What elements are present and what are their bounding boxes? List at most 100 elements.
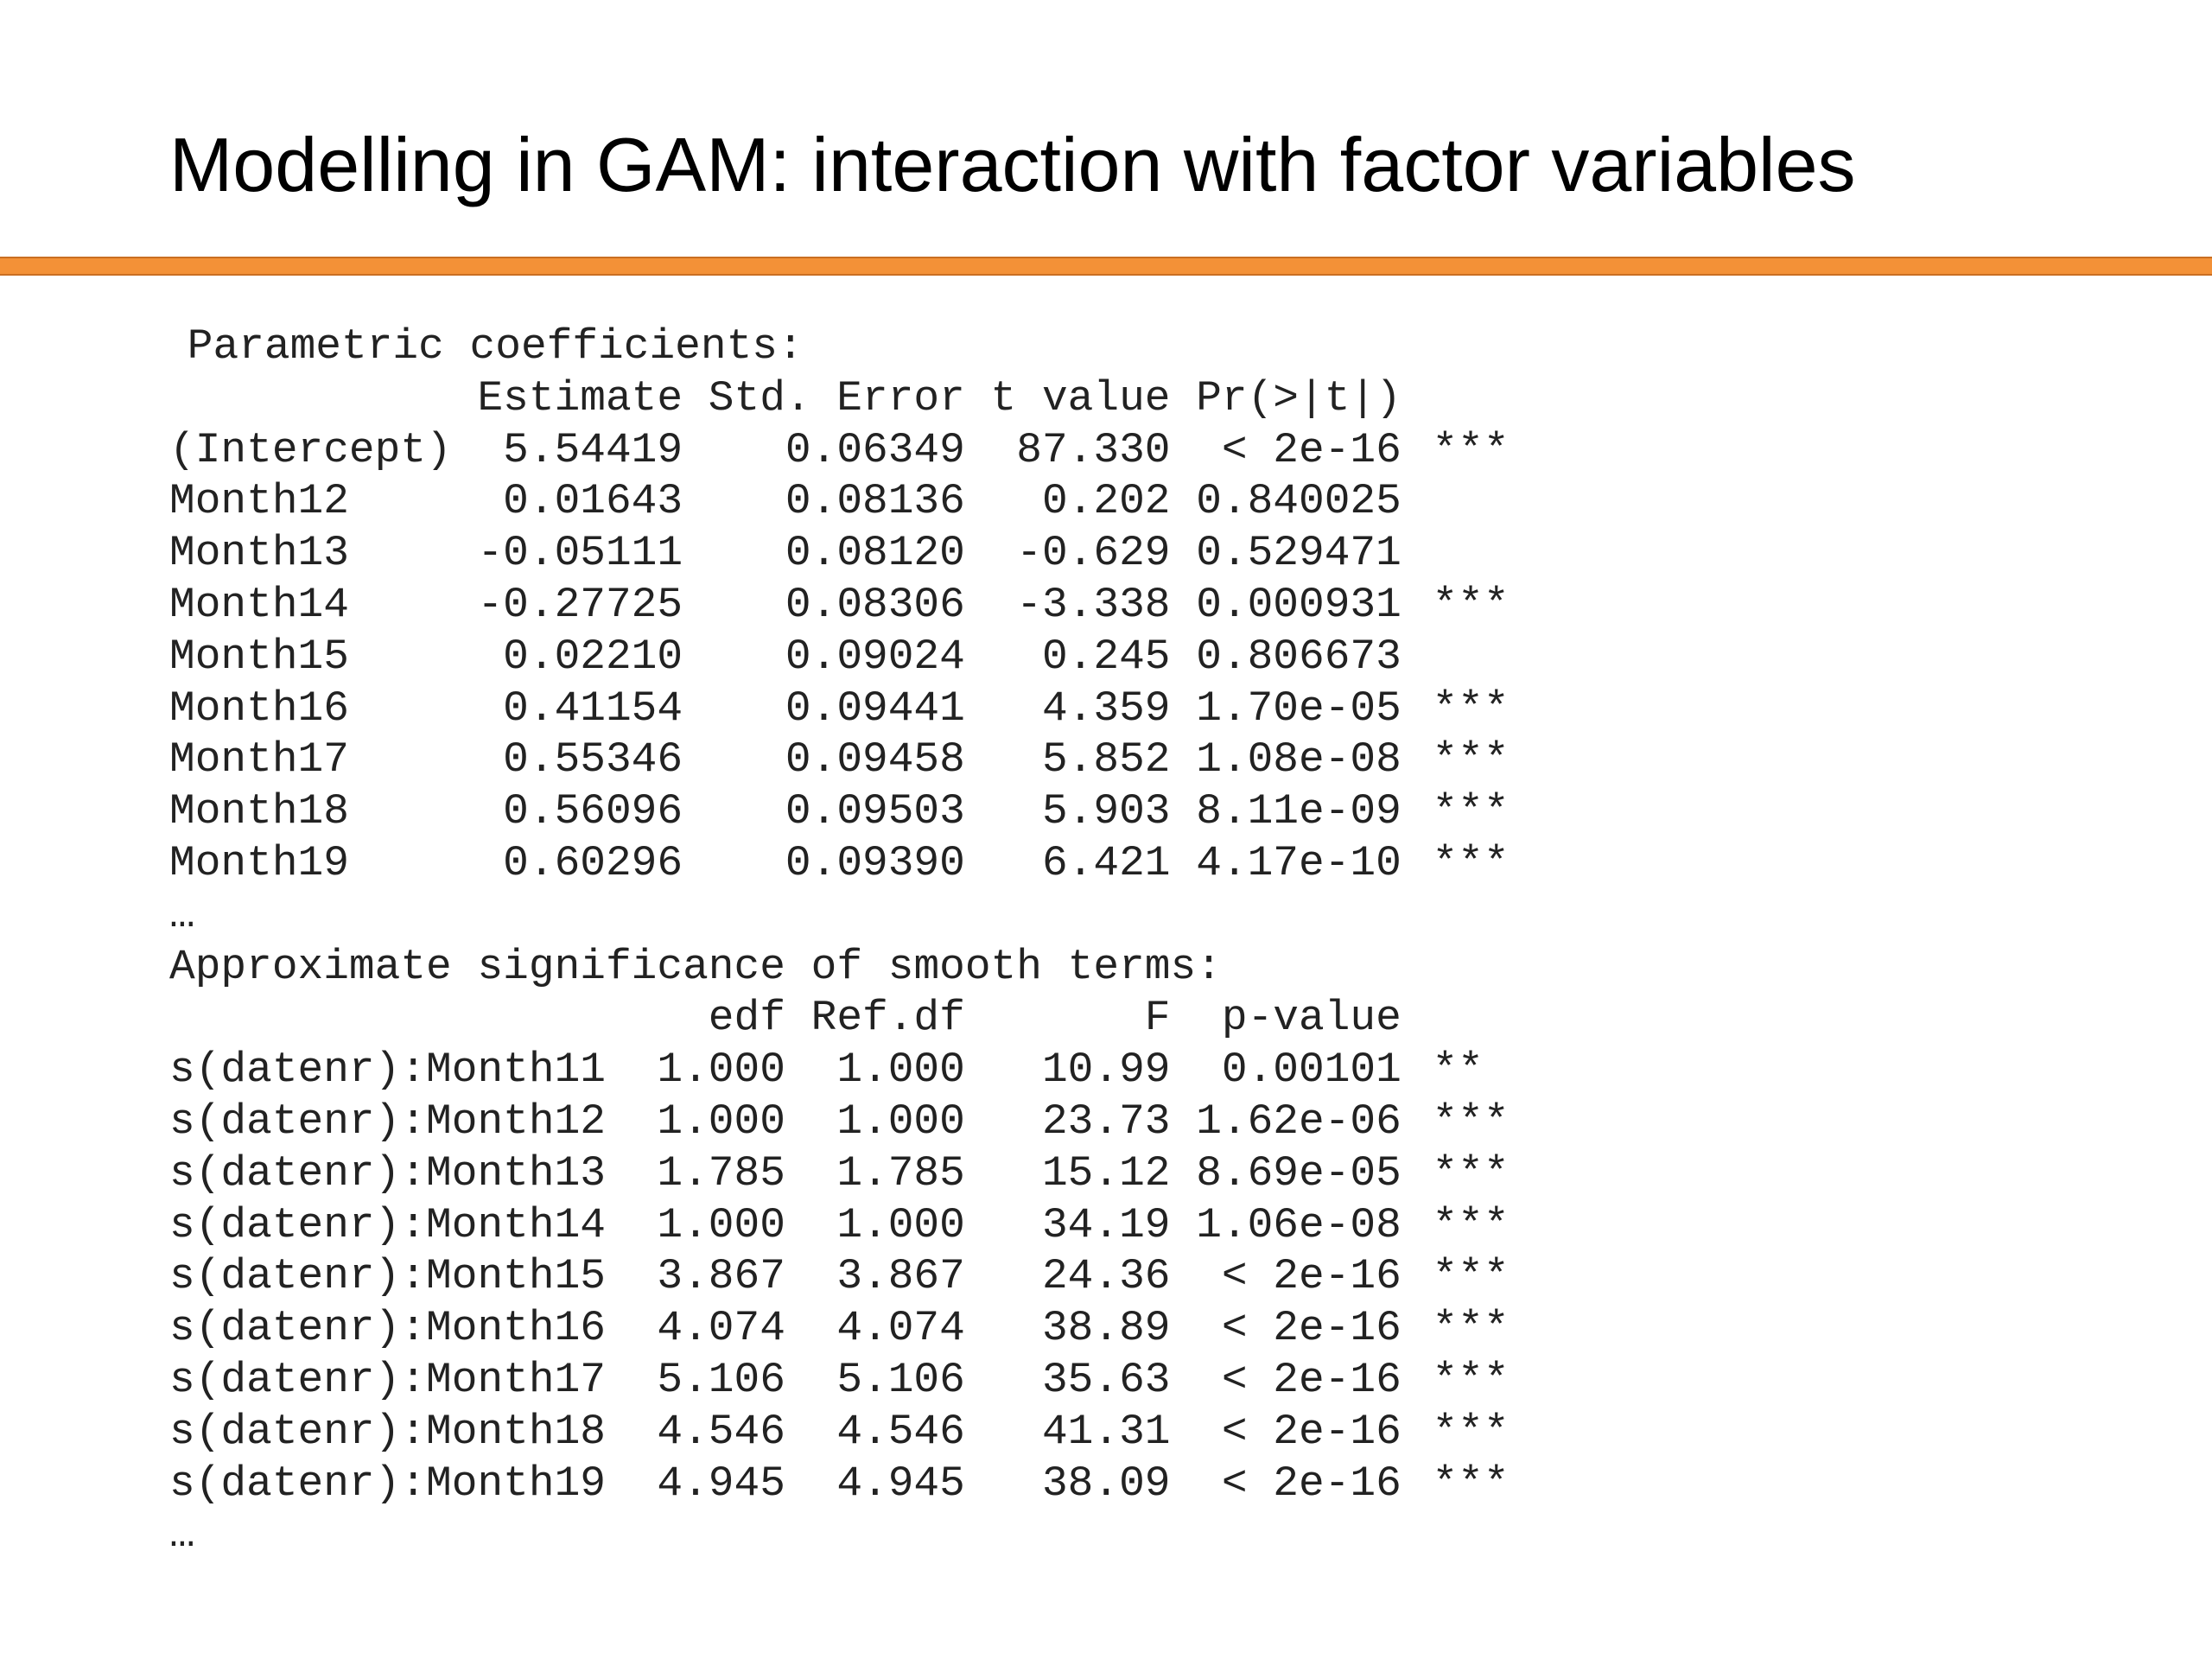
row-label: s(datenr):Month17 <box>169 1355 606 1404</box>
cell: 0.56096 <box>503 787 683 836</box>
column-header-row: Estimate Std. Error t value Pr(>|t|) <box>169 373 1709 425</box>
cell: 1.000 <box>657 1200 785 1249</box>
table-row: Month15 0.02210 0.09024 0.245 0.806673 <box>169 632 1709 683</box>
column-header: p-value <box>1221 994 1402 1043</box>
cell: < 2e-16 <box>1221 1459 1402 1508</box>
cell: 0.01643 <box>503 477 683 526</box>
cell: 10.99 <box>1041 1046 1171 1095</box>
cell: 1.000 <box>836 1200 965 1249</box>
cell: 1.000 <box>657 1046 785 1095</box>
row-label: Month17 <box>169 735 349 785</box>
table-row: Month12 0.01643 0.08136 0.202 0.840025 <box>169 476 1709 528</box>
cell: 1.62e-06 <box>1196 1096 1402 1146</box>
cell: 5.106 <box>836 1355 965 1404</box>
row-label: s(datenr):Month19 <box>169 1459 606 1508</box>
significance-stars: *** <box>1432 735 1510 785</box>
cell: 1.000 <box>836 1046 965 1095</box>
cell: < 2e-16 <box>1221 1355 1402 1404</box>
table-row: s(datenr):Month17 5.106 5.106 35.63 < 2e-16 *… <box>169 1355 1709 1407</box>
significance-stars: *** <box>1432 838 1510 887</box>
cell: 4.17e-10 <box>1196 838 1402 887</box>
cell: 4.945 <box>836 1459 965 1508</box>
cell: -0.05111 <box>477 529 683 578</box>
table-row: s(datenr):Month12 1.000 1.000 23.73 1.62e-06… <box>169 1096 1709 1148</box>
cell: < 2e-16 <box>1221 1304 1402 1353</box>
cell: 3.867 <box>657 1252 785 1301</box>
table-row: Month19 0.60296 0.09390 6.421 4.17e-10 *** <box>169 838 1709 890</box>
significance-stars: *** <box>1432 580 1510 629</box>
cell: < 2e-16 <box>1221 1252 1402 1301</box>
table-row: Month16 0.41154 0.09441 4.359 1.70e-05 *** <box>169 683 1709 735</box>
cell: 1.08e-08 <box>1196 735 1402 785</box>
column-header: Estimate <box>477 373 683 423</box>
cell: 4.074 <box>657 1304 785 1353</box>
ellipsis: … <box>169 1510 195 1560</box>
cell: 4.546 <box>836 1407 965 1456</box>
table-row: Month14 -0.27725 0.08306 -3.338 0.000931 *** <box>169 580 1709 632</box>
row-label: s(datenr):Month13 <box>169 1148 606 1198</box>
row-label: Month14 <box>169 580 349 629</box>
table-row: s(datenr):Month19 4.945 4.945 38.09 < 2e-16 *… <box>169 1459 1709 1510</box>
cell: 35.63 <box>1041 1355 1171 1404</box>
cell: 0.529471 <box>1196 529 1402 578</box>
cell: 34.19 <box>1041 1200 1171 1249</box>
significance-stars: *** <box>1432 1407 1510 1456</box>
table-row: s(datenr):Month14 1.000 1.000 34.19 1.06e-08… <box>169 1200 1709 1252</box>
cell: 0.09441 <box>785 683 965 733</box>
table-row: Month13 -0.05111 0.08120 -0.629 0.529471 <box>169 528 1709 580</box>
table-row: s(datenr):Month11 1.000 1.000 10.99 0.00101 *… <box>169 1045 1709 1096</box>
cell: 8.11e-09 <box>1196 787 1402 836</box>
cell: 1.785 <box>836 1148 965 1198</box>
cell: 41.31 <box>1041 1407 1171 1456</box>
row-label: s(datenr):Month14 <box>169 1200 606 1249</box>
column-header: F <box>1144 994 1171 1043</box>
cell: 0.245 <box>1041 632 1171 681</box>
significance-stars: *** <box>1432 1459 1510 1508</box>
row-label: Month16 <box>169 683 349 733</box>
row-label: s(datenr):Month11 <box>169 1046 606 1095</box>
row-label: s(datenr):Month15 <box>169 1252 606 1301</box>
significance-stars: *** <box>1432 1148 1510 1198</box>
slide-title: Modelling in GAM: interaction with facto… <box>169 122 1856 207</box>
significance-stars: *** <box>1432 1096 1510 1146</box>
column-header: Pr(>|t|) <box>1196 373 1402 423</box>
section-heading: Approximate significance of smooth terms… <box>169 942 1222 991</box>
cell: 0.202 <box>1041 477 1171 526</box>
cell: 0.806673 <box>1196 632 1402 681</box>
cell: 0.08306 <box>785 580 965 629</box>
cell: 0.09503 <box>785 787 965 836</box>
cell: 0.840025 <box>1196 477 1402 526</box>
cell: 1.785 <box>657 1148 785 1198</box>
title-rule <box>0 257 2212 276</box>
cell: 4.359 <box>1041 683 1171 733</box>
cell: 0.000931 <box>1196 580 1402 629</box>
row-label: (Intercept) <box>169 425 452 474</box>
row-label: Month18 <box>169 787 349 836</box>
cell: 23.73 <box>1041 1096 1171 1146</box>
table-row: Month17 0.55346 0.09458 5.852 1.08e-08 *** <box>169 734 1709 786</box>
column-header: t value <box>990 373 1171 423</box>
cell: 0.02210 <box>503 632 683 681</box>
row-label: Month19 <box>169 838 349 887</box>
cell: 1.06e-08 <box>1196 1200 1402 1249</box>
table-row: Month18 0.56096 0.09503 5.903 8.11e-09 *** <box>169 786 1709 838</box>
table-row: s(datenr):Month16 4.074 4.074 38.89 < 2e-16 *… <box>169 1303 1709 1355</box>
significance-stars: ** <box>1432 1046 1484 1095</box>
column-header: edf <box>708 994 785 1043</box>
cell: 0.55346 <box>503 735 683 785</box>
cell: 4.945 <box>657 1459 785 1508</box>
cell: 4.074 <box>836 1304 965 1353</box>
cell: 5.106 <box>657 1355 785 1404</box>
r-output: Parametric coefficients: Estimate Std. Err… <box>169 321 1727 1561</box>
row-label: Month12 <box>169 477 349 526</box>
cell: 6.421 <box>1041 838 1171 887</box>
cell: 0.00101 <box>1221 1046 1402 1095</box>
cell: 0.09458 <box>785 735 965 785</box>
cell: -0.629 <box>1016 529 1171 578</box>
significance-stars: *** <box>1432 1252 1510 1301</box>
cell: 38.09 <box>1041 1459 1171 1508</box>
cell: 1.000 <box>657 1096 785 1146</box>
cell: < 2e-16 <box>1221 1407 1402 1456</box>
